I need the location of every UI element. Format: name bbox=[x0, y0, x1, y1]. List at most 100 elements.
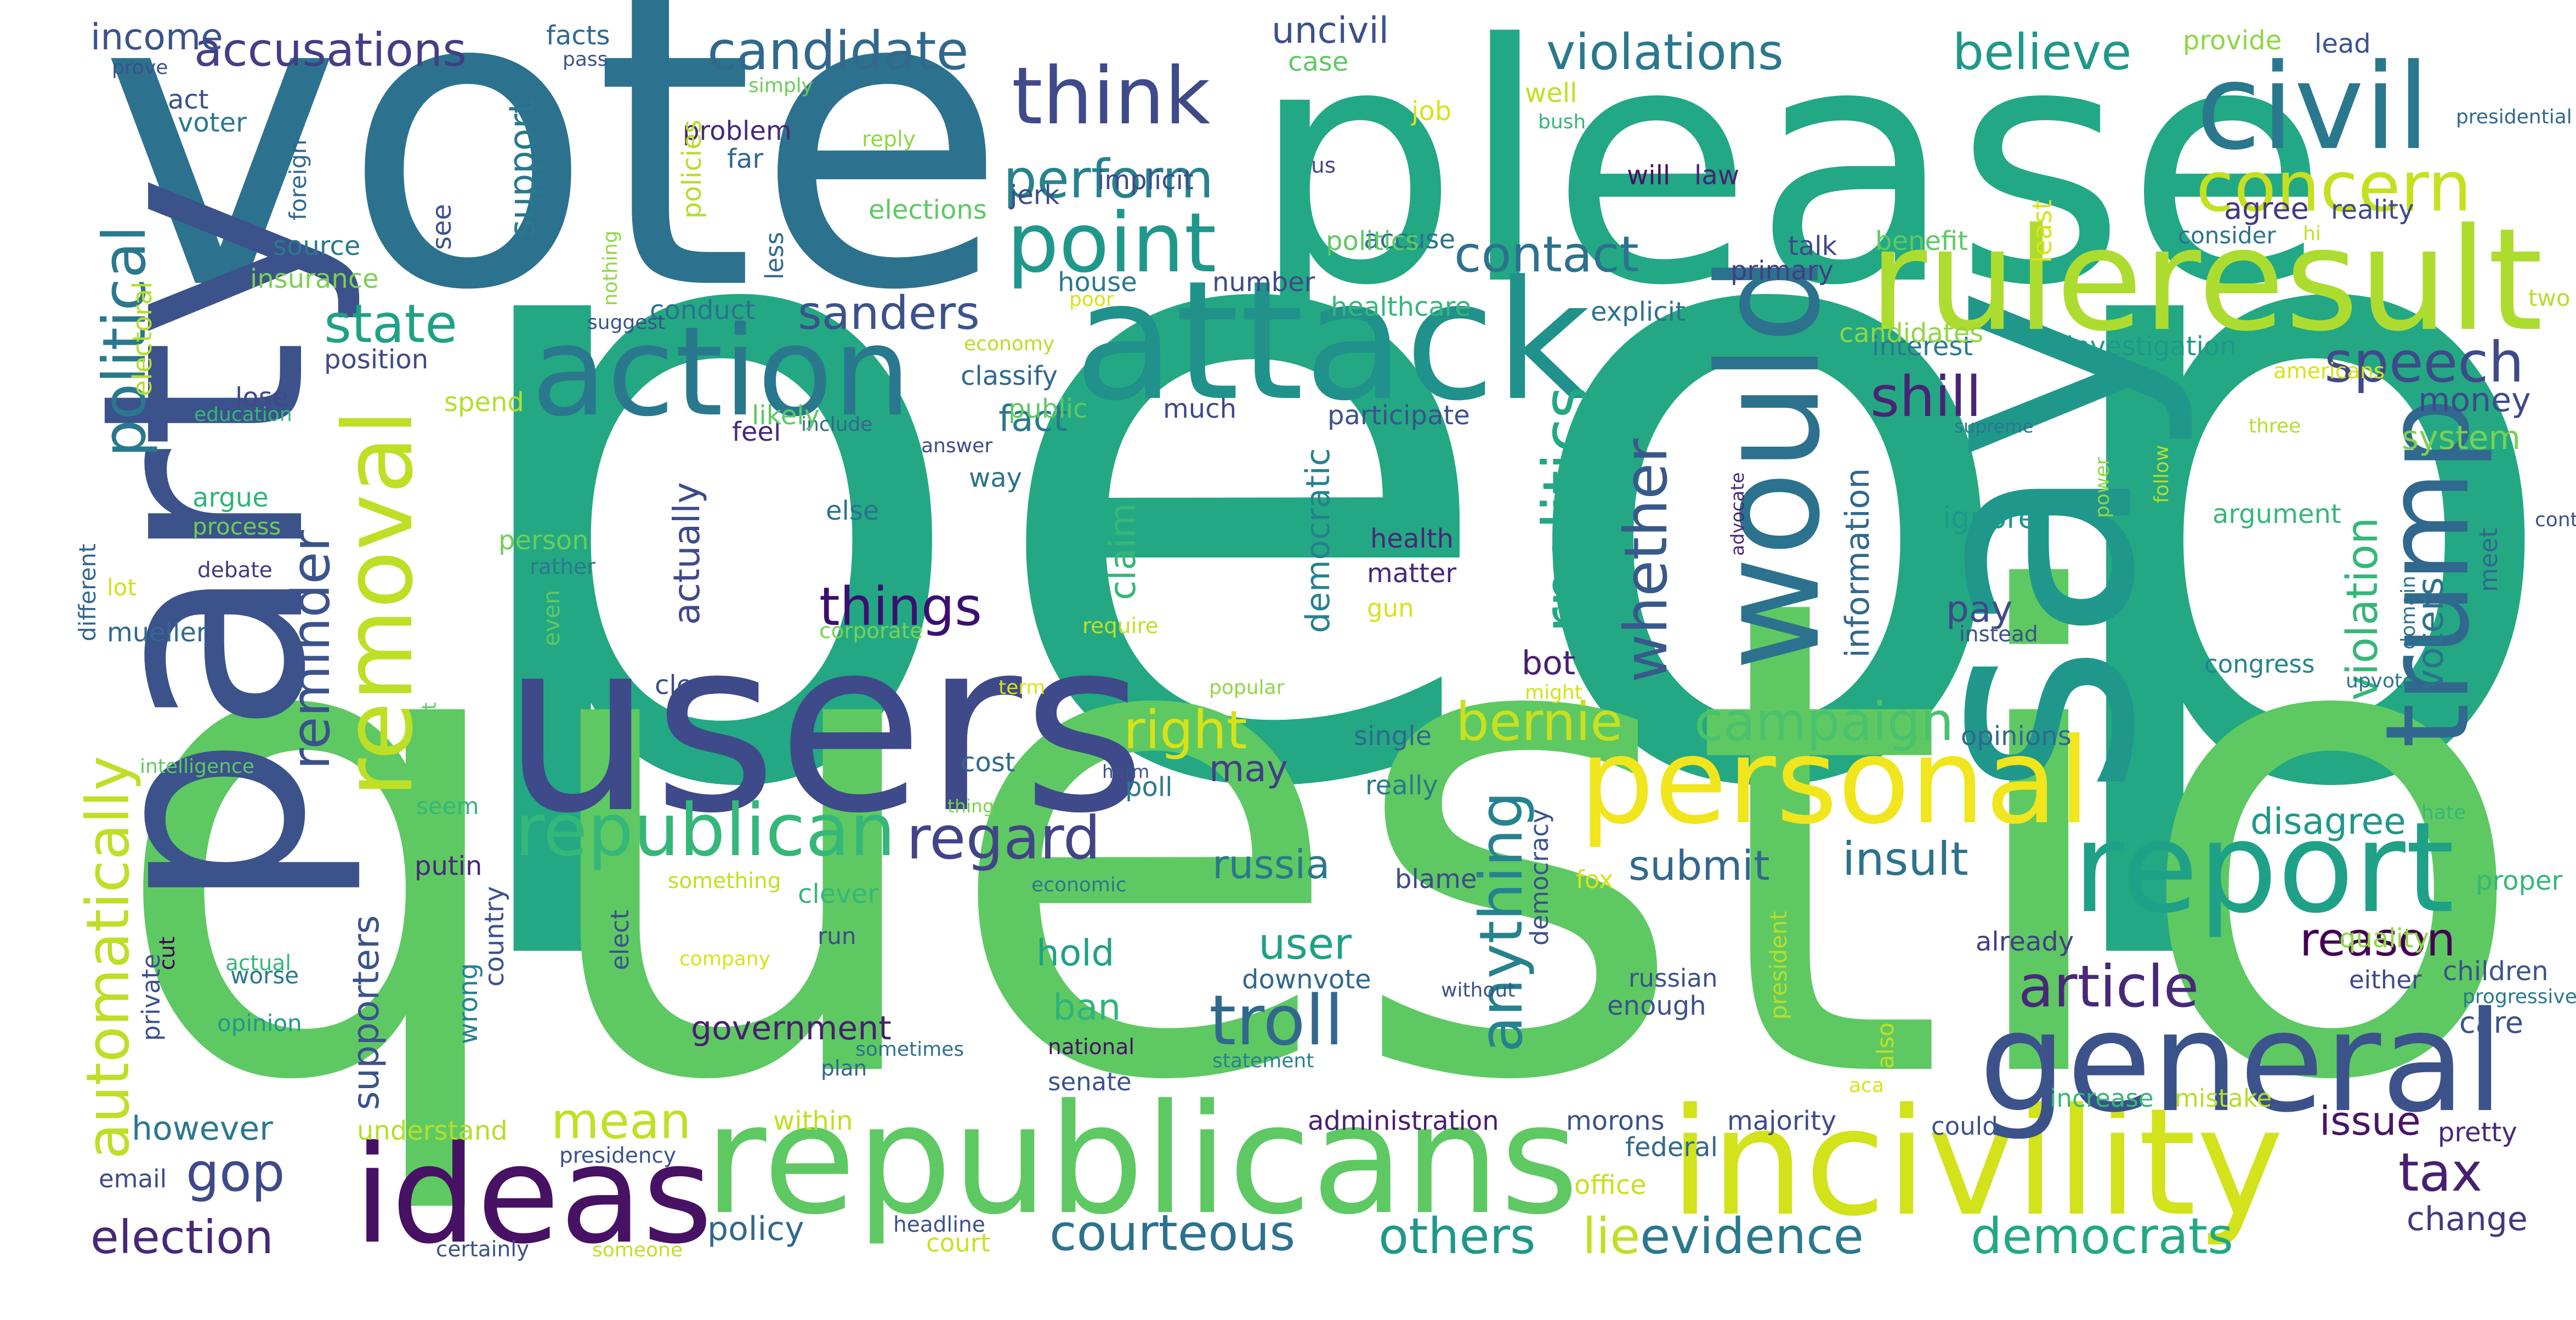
cloud-word: problem bbox=[683, 116, 792, 146]
cloud-word: submit bbox=[1629, 841, 1770, 890]
cloud-word: position bbox=[324, 344, 428, 375]
cloud-word: seem bbox=[416, 793, 479, 820]
cloud-word: reason bbox=[2300, 913, 2455, 966]
cloud-word: things bbox=[819, 576, 982, 638]
cloud-word: enough bbox=[1607, 991, 1706, 1021]
cloud-word: well bbox=[1525, 78, 1577, 109]
cloud-word: process bbox=[192, 513, 281, 540]
cloud-word: federal bbox=[1625, 1132, 1718, 1163]
cloud-word: someone bbox=[592, 1239, 683, 1261]
cloud-word: matter bbox=[1367, 558, 1456, 589]
cloud-word: already bbox=[1976, 926, 2074, 957]
cloud-word: economic bbox=[1031, 874, 1127, 896]
cloud-word: question bbox=[107, 459, 2576, 1225]
cloud-word: insult bbox=[1842, 832, 1968, 886]
cloud-word: simply bbox=[748, 75, 813, 97]
cloud-word: politics bbox=[1326, 226, 1419, 257]
cloud-word: increase bbox=[2050, 1084, 2154, 1113]
cloud-word: pretty bbox=[2438, 1117, 2517, 1148]
cloud-word: wrong bbox=[453, 963, 484, 1044]
cloud-word: argument bbox=[2212, 499, 2341, 530]
cloud-word: see bbox=[427, 204, 457, 250]
cloud-word: ignore bbox=[1943, 500, 2036, 535]
cloud-word: accuse bbox=[1364, 224, 1455, 255]
cloud-word: within bbox=[773, 1106, 853, 1136]
cloud-word: ideas bbox=[354, 1117, 713, 1274]
cloud-word: intelligence bbox=[140, 755, 254, 778]
cloud-word: debate bbox=[197, 558, 273, 583]
cloud-word: believe bbox=[1953, 24, 2132, 81]
cloud-word: others bbox=[1378, 1208, 1536, 1265]
cloud-word: suggest bbox=[587, 311, 665, 334]
cloud-word: system bbox=[2402, 419, 2521, 457]
cloud-word: investigation bbox=[2066, 331, 2237, 362]
cloud-word: way bbox=[969, 463, 1022, 493]
cloud-word: americans bbox=[2273, 359, 2385, 384]
cloud-word: advocate bbox=[1727, 473, 1748, 556]
cloud-word: education bbox=[194, 403, 292, 426]
cloud-word: talk bbox=[1788, 231, 1837, 261]
cloud-word: democratic bbox=[1299, 448, 1337, 633]
cloud-word: majority bbox=[1727, 1106, 1836, 1136]
cloud-word: information bbox=[1839, 468, 1877, 658]
cloud-word: campaign bbox=[1694, 691, 1954, 753]
cloud-word: state bbox=[324, 293, 457, 355]
cloud-word: blame bbox=[1395, 864, 1477, 895]
cloud-word: agree bbox=[2224, 191, 2309, 226]
cloud-word: primary bbox=[1730, 255, 1834, 286]
cloud-word: income bbox=[90, 16, 223, 58]
cloud-word: cost bbox=[961, 747, 1015, 778]
cloud-word: electoral bbox=[127, 282, 158, 396]
cloud-word: hi bbox=[2303, 223, 2321, 245]
cloud-word: nothing bbox=[599, 231, 622, 306]
cloud-word: trump bbox=[2361, 397, 2495, 748]
cloud-word: automatically bbox=[74, 756, 143, 1159]
cloud-word: reality bbox=[2331, 195, 2414, 225]
cloud-word: two bbox=[2528, 285, 2571, 311]
cloud-word: bot bbox=[1522, 644, 1575, 682]
cloud-word: elect bbox=[605, 910, 634, 970]
cloud-word: poll bbox=[1125, 772, 1173, 803]
cloud-word: person bbox=[498, 525, 589, 556]
cloud-word: different bbox=[74, 544, 101, 641]
cloud-word: concern bbox=[2196, 146, 2471, 227]
cloud-word: cut bbox=[155, 937, 180, 970]
cloud-word: run bbox=[818, 923, 856, 949]
cloud-word: supreme bbox=[1954, 416, 2034, 437]
cloud-word: provide bbox=[2183, 25, 2282, 56]
cloud-word: candidate bbox=[707, 20, 969, 82]
cloud-word: case bbox=[1288, 47, 1348, 77]
cloud-word: harm bbox=[1102, 761, 1149, 782]
cloud-word: money bbox=[2418, 381, 2531, 419]
cloud-word: company bbox=[679, 948, 770, 970]
cloud-word: hate bbox=[2421, 801, 2466, 824]
cloud-word: health bbox=[1370, 524, 1454, 554]
cloud-word: republicans bbox=[704, 1072, 1579, 1248]
cloud-word: gun bbox=[1367, 594, 1414, 623]
cloud-word: healthcare bbox=[1331, 292, 1471, 322]
cloud-word: policies bbox=[677, 120, 707, 219]
cloud-word: general bbox=[1979, 982, 2504, 1143]
cloud-word: could bbox=[1931, 1112, 1998, 1141]
cloud-word: include bbox=[801, 413, 872, 436]
cloud-word: actually bbox=[666, 482, 708, 625]
cloud-word: thing bbox=[947, 795, 994, 817]
cloud-word: private bbox=[137, 954, 166, 1041]
cloud-word: bait bbox=[418, 702, 441, 740]
cloud-word: fox bbox=[1576, 865, 1614, 894]
cloud-word: public bbox=[1008, 394, 1087, 424]
cloud-word: require bbox=[1082, 614, 1159, 639]
cloud-word: house bbox=[1058, 267, 1137, 298]
cloud-word: administration bbox=[1308, 1106, 1499, 1136]
cloud-word: point bbox=[1007, 196, 1217, 291]
cloud-word: putin bbox=[415, 851, 482, 881]
cloud-word: evidence bbox=[1640, 1208, 1864, 1265]
cloud-word: headline bbox=[893, 1213, 985, 1237]
cloud-word: republican bbox=[515, 788, 895, 873]
cloud-word: personal bbox=[1579, 713, 2091, 850]
cloud-word: poor bbox=[1069, 288, 1114, 311]
cloud-word: violations bbox=[1546, 24, 1784, 81]
cloud-word: argue bbox=[192, 482, 269, 513]
